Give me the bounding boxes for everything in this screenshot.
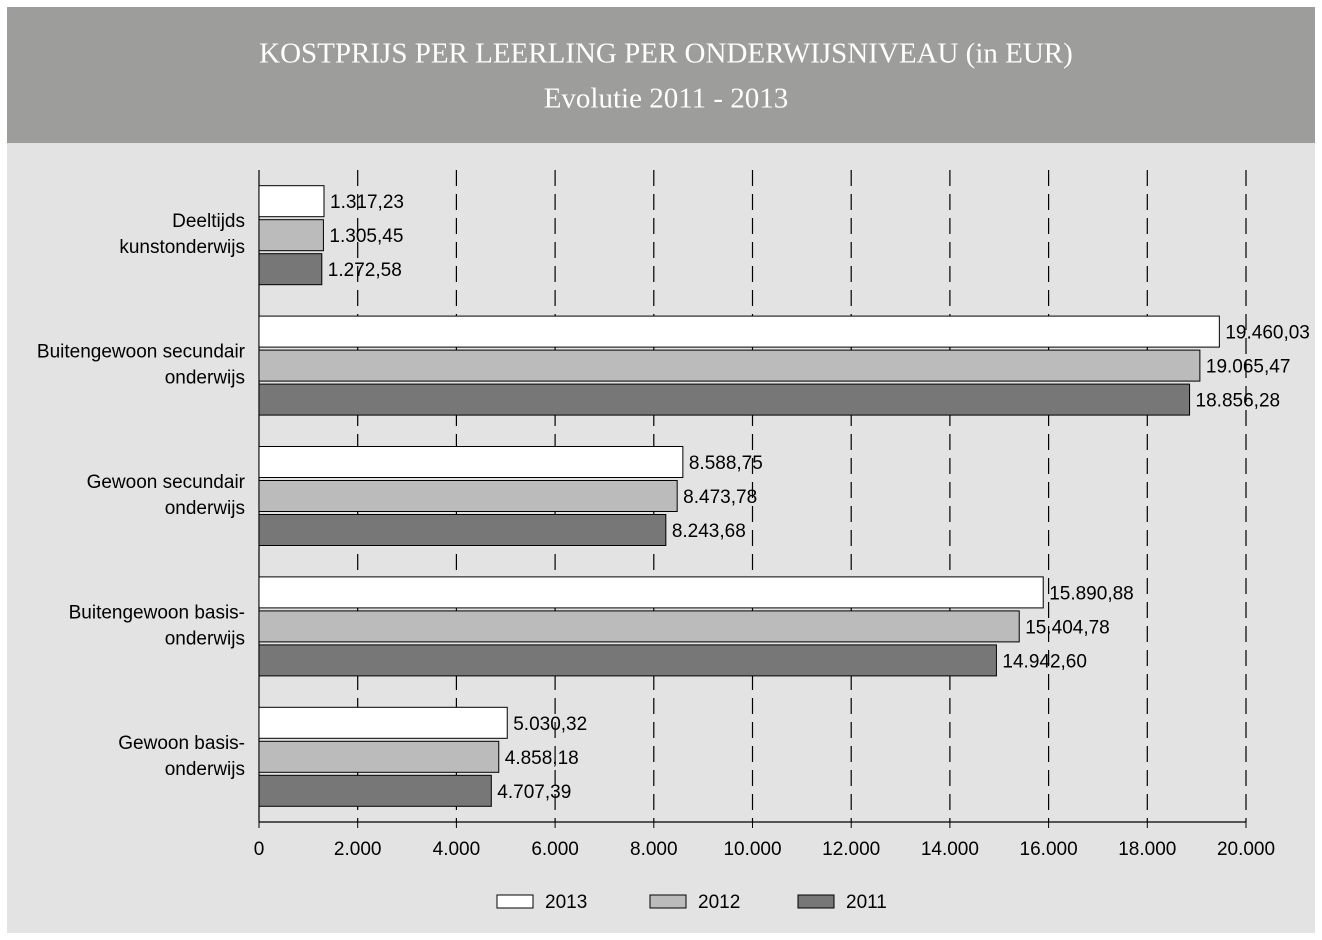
data-label: 8.473,78: [683, 487, 757, 508]
data-label: 18.856,28: [1196, 391, 1281, 412]
bar: [258, 480, 678, 512]
x-tick-label: 8.000: [630, 839, 678, 860]
data-label: 8.243,68: [672, 521, 746, 542]
bar: [258, 576, 1044, 609]
x-tick-label: 18.000: [1118, 839, 1176, 860]
bar: [258, 253, 323, 286]
x-tick-label: 20.000: [1217, 839, 1275, 860]
legend-label: 2013: [545, 892, 587, 913]
data-label: 1.272,58: [328, 260, 402, 281]
bar: [258, 383, 1191, 416]
y-tick-label: onderwijs: [165, 498, 245, 519]
data-label: 1.305,45: [329, 226, 403, 247]
x-tick-label: 10.000: [723, 839, 781, 860]
y-tick-label: onderwijs: [165, 628, 245, 649]
y-tick-label: onderwijs: [165, 368, 245, 389]
bar: [258, 219, 324, 252]
chart-subtitle: Evolutie 2011 - 2013: [544, 83, 789, 115]
bar: [258, 514, 667, 546]
bar: [258, 644, 997, 677]
legend-label: 2012: [698, 892, 740, 913]
y-tick-label: kunstonderwijs: [119, 237, 245, 258]
y-tick-label: Gewoon secundair: [87, 472, 246, 493]
data-label: 19.460,03: [1225, 323, 1310, 344]
x-tick-label: 12.000: [822, 839, 880, 860]
bar: [258, 740, 500, 773]
legend-label: 2011: [846, 892, 887, 913]
data-label: 4.707,39: [497, 782, 571, 803]
chart-title: KOSTPRIJS PER LEERLING PER ONDERWIJSNIVE…: [259, 38, 1073, 70]
x-tick-label: 16.000: [1020, 839, 1078, 860]
data-label: 1.317,23: [330, 192, 404, 213]
bar: [258, 185, 325, 218]
y-tick-label: Buitengewoon basis-: [69, 602, 245, 623]
y-tick-label: Deeltijds: [172, 211, 245, 232]
header-band: [7, 7, 1315, 143]
x-tick-label: 0: [254, 839, 265, 860]
y-tick-label: onderwijs: [165, 759, 245, 780]
data-label: 15.890,88: [1049, 583, 1134, 604]
legend-swatch: [649, 894, 687, 909]
bar: [258, 315, 1220, 348]
x-tick-label: 14.000: [921, 839, 979, 860]
bar: [258, 706, 508, 739]
bar: [258, 610, 1020, 643]
data-label: 4.858,18: [505, 748, 579, 769]
data-label: 14.942,60: [1002, 651, 1087, 672]
data-label: 5.030,32: [513, 714, 587, 735]
y-tick-label: Gewoon basis-: [118, 733, 245, 754]
x-tick-label: 6.000: [531, 839, 579, 860]
legend-swatch: [797, 894, 835, 909]
bar: [258, 349, 1201, 382]
x-tick-label: 2.000: [334, 839, 382, 860]
bar: [258, 774, 492, 807]
legend-swatch: [496, 894, 534, 909]
data-label: 8.588,75: [689, 453, 763, 474]
x-tick-label: 4.000: [433, 839, 481, 860]
data-label: 19.065,47: [1206, 357, 1291, 378]
y-tick-label: Buitengewoon secundair: [37, 342, 246, 363]
bar: [258, 446, 684, 478]
data-label: 15.404,78: [1025, 617, 1110, 638]
